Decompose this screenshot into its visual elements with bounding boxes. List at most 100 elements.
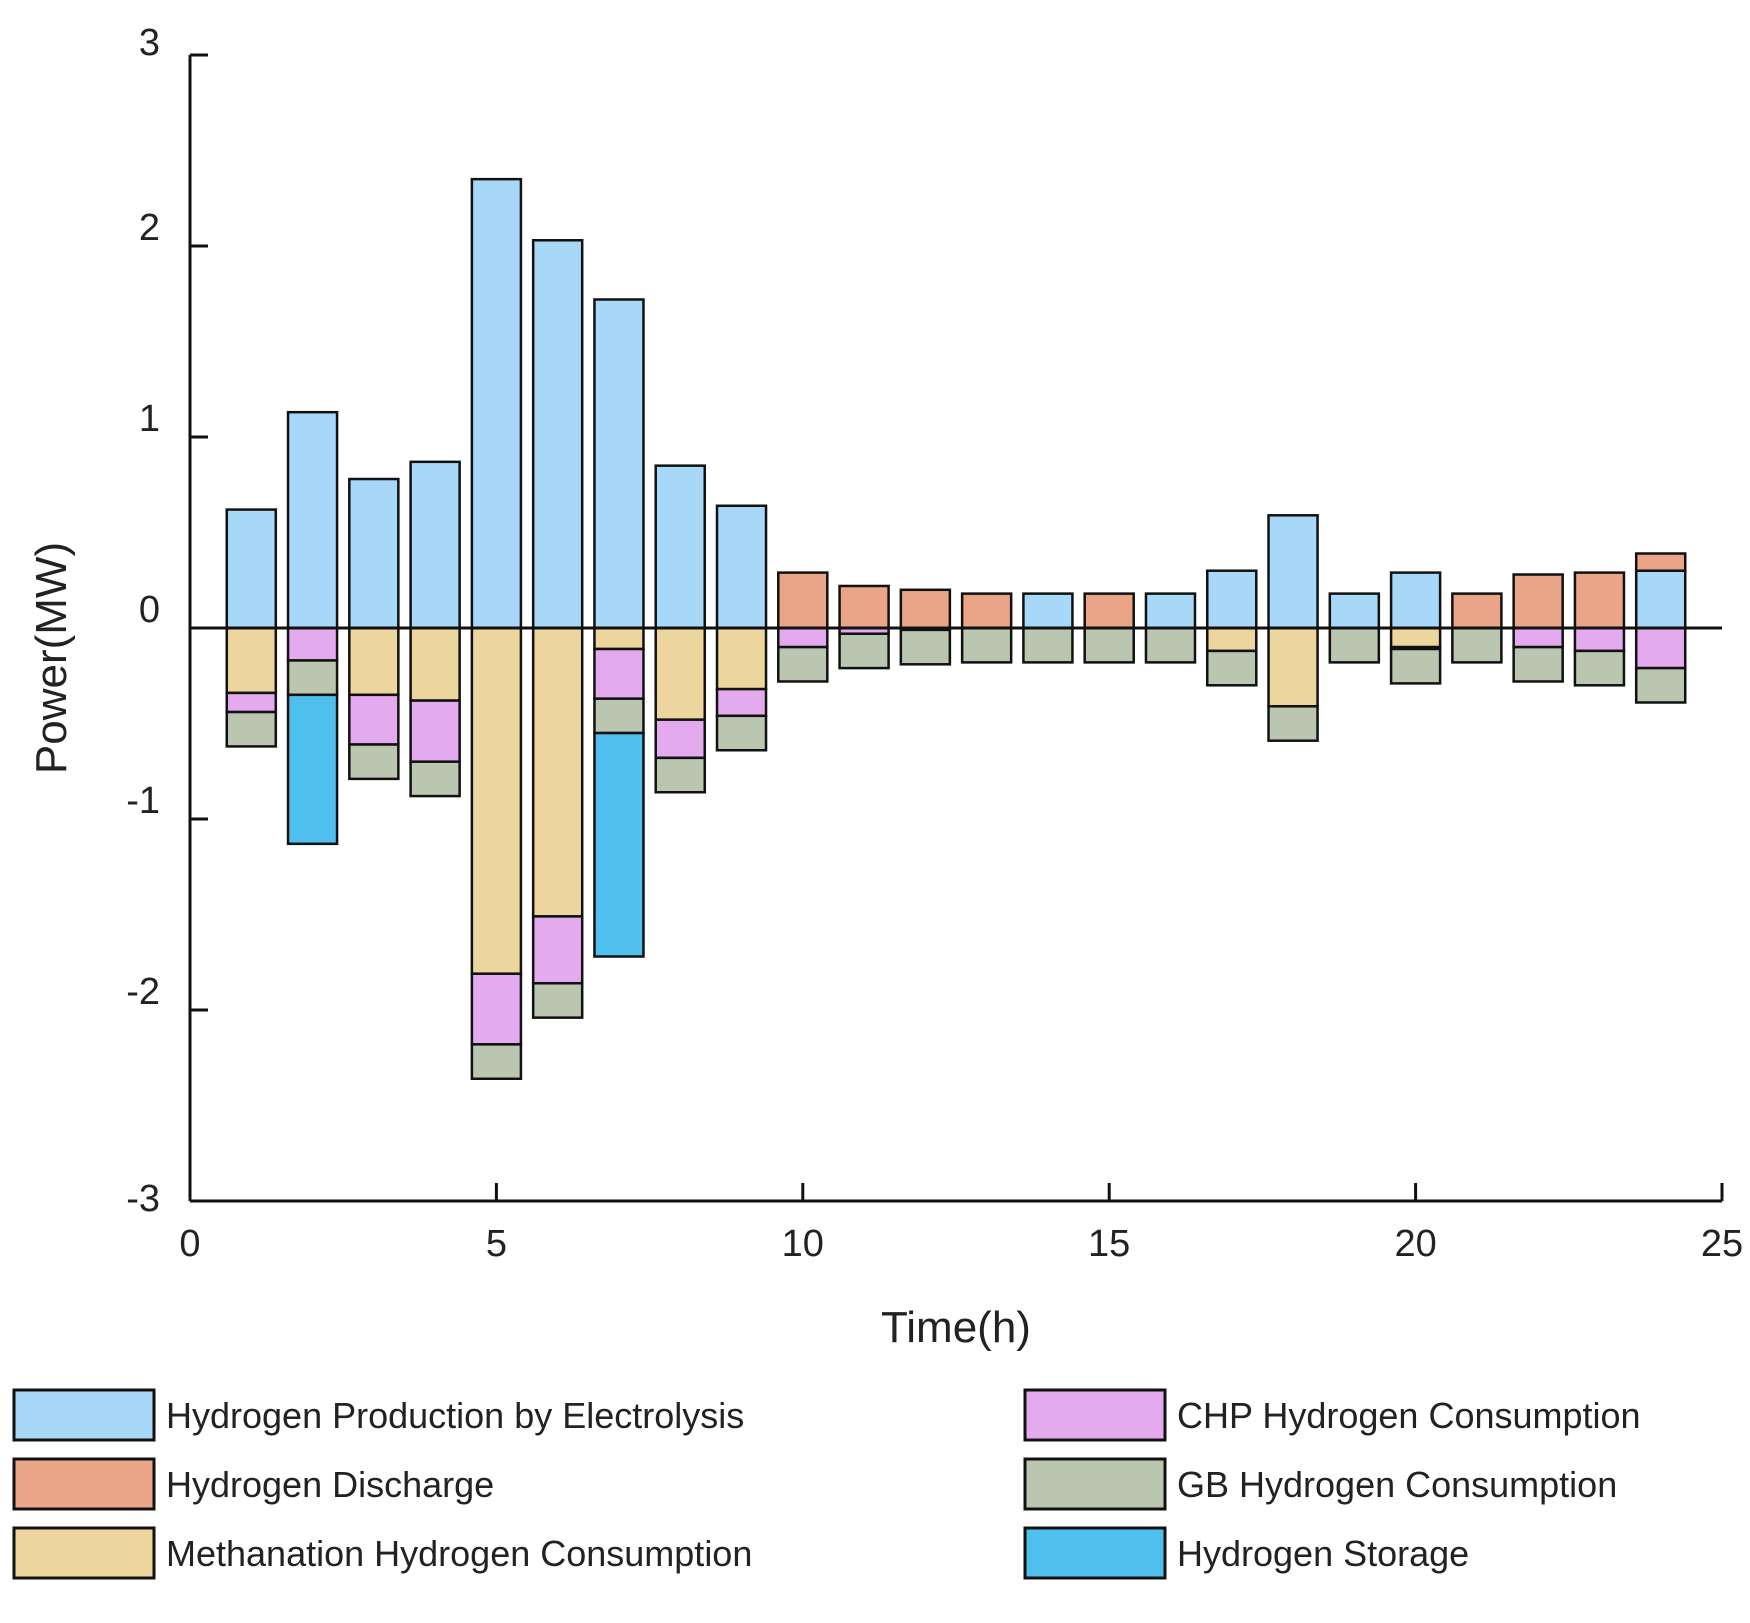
legend-label-hydrogen-storage: Hydrogen Storage — [1177, 1533, 1469, 1574]
y-tick-label: 1 — [139, 398, 160, 440]
legend-swatch-chp-hydrogen-consumption — [1023, 1388, 1167, 1442]
bar-gb-hydrogen-consumption-t6 — [531, 982, 584, 1019]
bar-chp-hydrogen-consumption-t3 — [348, 693, 400, 746]
bar-chp-hydrogen-consumption-t22 — [1512, 626, 1564, 649]
bar-methanation-hydrogen-consumption-t17 — [1205, 626, 1258, 653]
bar-methanation-hydrogen-consumption-t1 — [225, 626, 278, 695]
bar-gb-hydrogen-consumption-t24 — [1634, 666, 1687, 704]
bar-gb-hydrogen-consumption-t2 — [286, 659, 339, 697]
bar-gb-hydrogen-consumption-t14 — [1022, 626, 1074, 664]
bar-gb-hydrogen-consumption-t18 — [1267, 705, 1319, 742]
bar-chp-hydrogen-consumption-t2 — [286, 626, 339, 662]
bar-gb-hydrogen-consumption-t22 — [1512, 645, 1564, 683]
legend-swatch-methanation-hydrogen-consumption — [12, 1526, 156, 1580]
bar-hydrogen-discharge-t12 — [899, 588, 952, 630]
bar-hydrogen-production-by-electrolysis-t7 — [593, 298, 645, 630]
bar-hydrogen-production-by-electrolysis-t5 — [470, 177, 523, 630]
bar-gb-hydrogen-consumption-t21 — [1451, 626, 1503, 664]
x-tick-label: 15 — [1088, 1223, 1130, 1265]
bar-methanation-hydrogen-consumption-t4 — [409, 626, 461, 702]
y-tick-label: -2 — [126, 971, 160, 1013]
bars-layer — [225, 177, 1687, 1081]
bar-hydrogen-production-by-electrolysis-t20 — [1389, 571, 1442, 630]
bar-hydrogen-discharge-t11 — [838, 584, 890, 630]
y-tick-label: -3 — [126, 1178, 160, 1220]
bar-gb-hydrogen-consumption-t9 — [715, 714, 768, 752]
bar-methanation-hydrogen-consumption-t18 — [1267, 626, 1319, 708]
bar-gb-hydrogen-consumption-t5 — [470, 1043, 523, 1081]
bar-hydrogen-production-by-electrolysis-t19 — [1328, 592, 1381, 630]
bar-methanation-hydrogen-consumption-t7 — [593, 626, 645, 651]
bar-hydrogen-discharge-t22 — [1512, 573, 1564, 630]
bar-chp-hydrogen-consumption-t4 — [409, 699, 461, 763]
bar-gb-hydrogen-consumption-t19 — [1328, 626, 1381, 664]
bar-methanation-hydrogen-consumption-t8 — [654, 626, 707, 721]
bar-chp-hydrogen-consumption-t23 — [1573, 626, 1626, 653]
y-tick-label: 2 — [139, 207, 160, 249]
bar-chp-hydrogen-consumption-t8 — [654, 718, 707, 760]
legend-swatch-hydrogen-discharge — [12, 1457, 156, 1511]
legend-label-gb-hydrogen-consumption: GB Hydrogen Consumption — [1177, 1464, 1617, 1505]
x-tick-label: 0 — [179, 1223, 200, 1265]
bar-gb-hydrogen-consumption-t12 — [899, 628, 952, 666]
bar-gb-hydrogen-consumption-t8 — [654, 756, 707, 794]
bar-hydrogen-storage-t2 — [286, 693, 339, 846]
bar-methanation-hydrogen-consumption-t5 — [470, 626, 523, 975]
y-axis-title: Power(MW) — [27, 542, 76, 774]
bar-chp-hydrogen-consumption-t6 — [531, 915, 584, 985]
bar-hydrogen-discharge-t10 — [777, 571, 829, 630]
legend-swatch-gb-hydrogen-consumption — [1023, 1457, 1167, 1511]
bar-hydrogen-production-by-electrolysis-t17 — [1205, 569, 1258, 630]
bar-chp-hydrogen-consumption-t10 — [777, 626, 829, 649]
bar-chp-hydrogen-consumption-t24 — [1634, 626, 1687, 670]
y-tick-label: 3 — [139, 22, 160, 64]
bar-gb-hydrogen-consumption-t20 — [1389, 647, 1442, 685]
bar-hydrogen-discharge-t24 — [1634, 552, 1687, 572]
bar-hydrogen-production-by-electrolysis-t2 — [286, 410, 339, 630]
bar-gb-hydrogen-consumption-t3 — [348, 743, 400, 781]
legend-label-chp-hydrogen-consumption: CHP Hydrogen Consumption — [1177, 1395, 1641, 1436]
x-tick-label: 5 — [486, 1223, 507, 1265]
x-tick-label: 10 — [782, 1223, 824, 1265]
bar-hydrogen-production-by-electrolysis-t14 — [1022, 592, 1074, 630]
bar-methanation-hydrogen-consumption-t3 — [348, 626, 400, 697]
bar-hydrogen-production-by-electrolysis-t24 — [1634, 569, 1687, 630]
bar-hydrogen-production-by-electrolysis-t1 — [225, 508, 278, 630]
bar-chp-hydrogen-consumption-t7 — [593, 647, 645, 700]
bar-hydrogen-discharge-t23 — [1573, 571, 1626, 630]
bar-gb-hydrogen-consumption-t1 — [225, 710, 278, 748]
bar-chp-hydrogen-consumption-t5 — [470, 972, 523, 1046]
legend-label-methanation-hydrogen-consumption: Methanation Hydrogen Consumption — [166, 1533, 752, 1574]
bar-gb-hydrogen-consumption-t13 — [960, 626, 1013, 664]
x-tick-label: 25 — [1701, 1223, 1743, 1265]
bar-hydrogen-discharge-t21 — [1451, 592, 1503, 630]
bar-gb-hydrogen-consumption-t10 — [777, 645, 829, 683]
bar-gb-hydrogen-consumption-t17 — [1205, 649, 1258, 687]
bar-gb-hydrogen-consumption-t23 — [1573, 649, 1626, 687]
bar-hydrogen-production-by-electrolysis-t9 — [715, 504, 768, 630]
bar-chp-hydrogen-consumption-t9 — [715, 687, 768, 718]
bar-hydrogen-production-by-electrolysis-t8 — [654, 464, 707, 630]
legend: Hydrogen Production by Electrolysis CHP H… — [12, 1388, 1641, 1580]
x-axis-title: Time(h) — [881, 1303, 1031, 1352]
y-tick-label: 0 — [139, 589, 160, 631]
bar-gb-hydrogen-consumption-t15 — [1083, 626, 1135, 664]
bar-gb-hydrogen-consumption-t4 — [409, 760, 461, 798]
bar-chp-hydrogen-consumption-t1 — [225, 691, 278, 714]
x-tick-label: 20 — [1394, 1223, 1436, 1265]
bar-gb-hydrogen-consumption-t16 — [1144, 626, 1197, 664]
bar-gb-hydrogen-consumption-t11 — [838, 632, 890, 670]
bar-hydrogen-production-by-electrolysis-t16 — [1144, 592, 1197, 630]
bar-methanation-hydrogen-consumption-t6 — [531, 626, 584, 918]
legend-swatch-hydrogen-storage — [1023, 1526, 1167, 1580]
bar-gb-hydrogen-consumption-t7 — [593, 697, 645, 735]
bar-hydrogen-discharge-t13 — [960, 592, 1013, 630]
bar-methanation-hydrogen-consumption-t9 — [715, 626, 768, 691]
bar-hydrogen-production-by-electrolysis-t18 — [1267, 514, 1319, 630]
legend-label-hydrogen-production-by-electrolysis: Hydrogen Production by Electrolysis — [166, 1395, 744, 1436]
bar-hydrogen-discharge-t15 — [1083, 592, 1135, 630]
legend-swatch-hydrogen-production-by-electrolysis — [12, 1388, 156, 1442]
bar-hydrogen-production-by-electrolysis-t4 — [409, 460, 461, 630]
